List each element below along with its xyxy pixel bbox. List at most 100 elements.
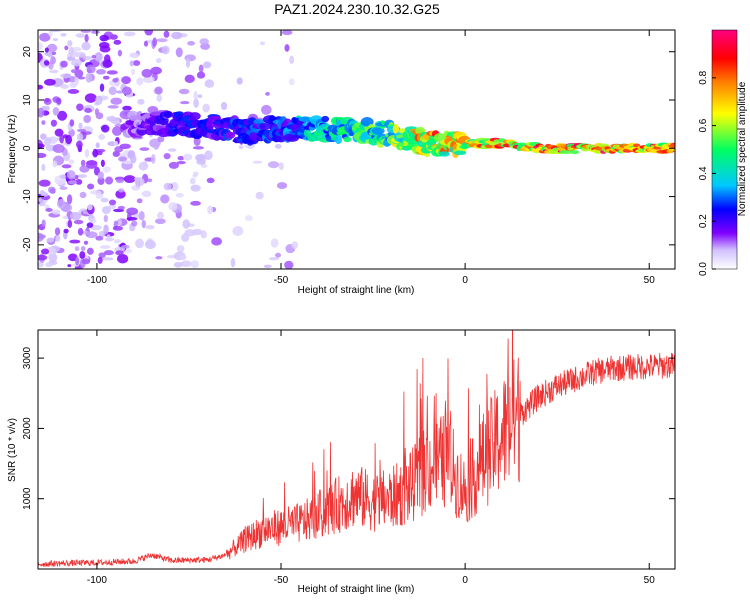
snr-y-label: SNR (10 * v/v): [7, 418, 18, 482]
heatmap-noise-cell: [276, 182, 288, 190]
heatmap-noise-cell: [86, 159, 98, 169]
heatmap-noise-cell: [168, 202, 178, 211]
heatmap-noise-cell: [84, 148, 90, 158]
heatmap-noise-cell: [230, 257, 236, 268]
heatmap-noise-cell: [117, 49, 123, 57]
heatmap-noise-cell: [144, 240, 156, 250]
heatmap-noise-cell: [141, 68, 153, 78]
heatmap-noise-cell: [185, 58, 191, 68]
heatmap-noise-cell: [60, 84, 69, 89]
heatmap-noise-cell: [98, 133, 106, 140]
heatmap-noise-cell: [171, 31, 183, 40]
heatmap-noise-cell: [220, 101, 228, 111]
spectrogram-x-tick-label: 50: [644, 275, 656, 286]
heatmap-noise-cell: [289, 55, 295, 64]
spectrogram-x-tick-label: 0: [462, 275, 468, 286]
heatmap-noise-cell: [123, 31, 136, 37]
heatmap-noise-cell: [92, 148, 99, 158]
heatmap-noise-cell: [184, 54, 196, 62]
heatmap-ridge-cell: [225, 131, 236, 139]
heatmap-noise-cell: [55, 235, 61, 242]
heatmap-noise-cell: [81, 258, 91, 265]
heatmap-noise-cell: [121, 86, 132, 96]
heatmap-noise-cell: [136, 198, 143, 204]
heatmap-noise-cell: [202, 103, 210, 113]
heatmap-noise-cell: [86, 247, 94, 255]
heatmap-noise-cell: [67, 264, 72, 268]
heatmap-noise-cell: [95, 192, 104, 199]
heatmap-noise-cell: [138, 211, 145, 221]
heatmap-noise-cell: [39, 32, 51, 42]
heatmap-noise-cell: [65, 134, 73, 145]
spectrogram-y-label: Frequency (Hz): [7, 115, 18, 184]
heatmap-noise-cell: [46, 43, 58, 53]
heatmap-noise-cell: [175, 47, 183, 58]
heatmap-noise-cell: [38, 143, 45, 149]
heatmap-noise-cell: [113, 208, 125, 213]
heatmap-noise-cell: [108, 86, 117, 96]
heatmap-noise-cell: [67, 89, 80, 94]
heatmap-noise-cell: [91, 30, 101, 34]
heatmap-noise-cell: [40, 248, 50, 255]
spectrogram-y-tick-label: -20: [22, 237, 33, 252]
heatmap-noise-cell: [113, 239, 122, 244]
heatmap-noise-cell: [38, 152, 47, 158]
heatmap-noise-cell: [102, 59, 113, 68]
heatmap-noise-cell: [107, 105, 119, 109]
heatmap-noise-cell: [106, 234, 111, 240]
heatmap-noise-cell: [204, 79, 215, 88]
heatmap-noise-cell: [274, 252, 282, 258]
heatmap-noise-cell: [176, 161, 186, 165]
heatmap-noise-cell: [99, 34, 109, 42]
heatmap-noise-cell: [68, 159, 75, 165]
heatmap-noise-cell: [69, 239, 81, 244]
heatmap-noise-cell: [173, 262, 183, 268]
snr-y-tick-label: 3000: [22, 347, 33, 370]
heatmap-noise-cell: [232, 226, 244, 237]
heatmap-noise-cell: [204, 150, 213, 161]
colorbar-gradient: [711, 29, 738, 270]
heatmap-noise-cell: [189, 177, 196, 185]
heatmap-noise-cell: [86, 222, 94, 228]
snr-x-tick-label: 50: [644, 575, 656, 586]
heatmap-noise-cell: [38, 42, 44, 51]
heatmap-noise-cell: [238, 145, 244, 150]
heatmap-noise-cell: [62, 215, 69, 220]
heatmap-ridge-cell: [559, 149, 573, 154]
heatmap-noise-cell: [281, 30, 293, 36]
heatmap-ridge-cell: [343, 136, 352, 143]
heatmap-noise-cell: [112, 150, 120, 157]
heatmap-noise-cell: [40, 192, 49, 197]
heatmap-noise-cell: [267, 161, 280, 169]
heatmap-ridge-cell: [321, 115, 330, 123]
heatmap-noise-cell: [176, 245, 185, 253]
heatmap-noise-cell: [117, 205, 125, 210]
heatmap-noise-cell: [182, 219, 190, 229]
heatmap-noise-cell: [163, 152, 171, 160]
heatmap-noise-cell: [67, 40, 73, 47]
heatmap-noise-cell: [199, 38, 209, 45]
heatmap-noise-cell: [84, 33, 89, 43]
snr-y-tick-label: 1000: [22, 487, 33, 510]
heatmap-ridge-cell: [668, 144, 675, 149]
heatmap-noise-cell: [41, 163, 46, 172]
heatmap-noise-cell: [252, 160, 263, 164]
heatmap-noise-cell: [142, 160, 148, 168]
heatmap-noise-cell: [75, 140, 83, 149]
heatmap-noise-cell: [101, 206, 111, 214]
heatmap-noise-cell: [67, 219, 73, 229]
heatmap-noise-cell: [131, 184, 141, 191]
heatmap-noise-cell: [150, 66, 162, 75]
heatmap-noise-cell: [278, 162, 284, 170]
heatmap-noise-cell: [46, 237, 55, 243]
heatmap-noise-cell: [157, 135, 165, 143]
heatmap-noise-cell: [121, 244, 130, 249]
heatmap-noise-cell: [69, 119, 75, 127]
heatmap-noise-cell: [47, 186, 56, 194]
heatmap-noise-cell: [87, 204, 93, 211]
heatmap-noise-cell: [43, 60, 50, 66]
heatmap-noise-cell: [90, 224, 102, 231]
heatmap-noise-cell: [118, 188, 125, 193]
heatmap-noise-cell: [52, 160, 58, 168]
